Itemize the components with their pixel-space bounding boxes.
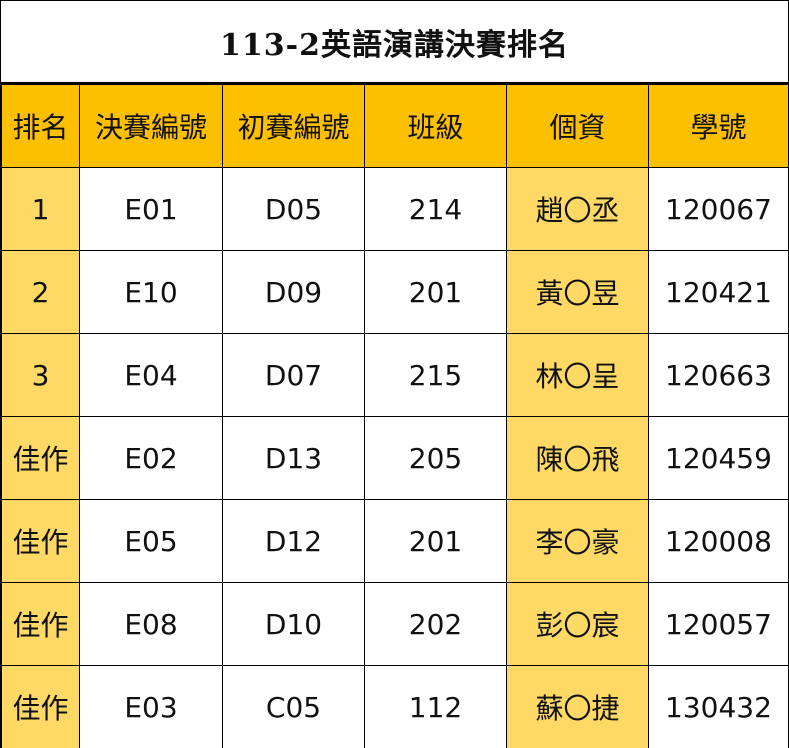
cell-rank: 佳作 bbox=[1, 499, 80, 583]
cell-student-id: 120663 bbox=[648, 333, 789, 417]
header-final-number: 決賽編號 bbox=[79, 84, 223, 168]
cell-rank: 佳作 bbox=[1, 416, 80, 500]
cell-rank: 2 bbox=[1, 250, 80, 334]
cell-class: 112 bbox=[364, 665, 507, 748]
cell-final-number: E08 bbox=[79, 582, 223, 666]
cell-final-number: E03 bbox=[79, 665, 223, 748]
cell-rank: 佳作 bbox=[1, 665, 80, 748]
cell-final-number: E05 bbox=[79, 499, 223, 583]
cell-prelim-number: D07 bbox=[222, 333, 365, 417]
table-row: 3 E04 D07 215 林〇呈 120663 bbox=[1, 333, 789, 417]
cell-name: 蘇〇捷 bbox=[506, 665, 649, 748]
cell-prelim-number: D12 bbox=[222, 499, 365, 583]
cell-prelim-number: C05 bbox=[222, 665, 365, 748]
cell-student-id: 120459 bbox=[648, 416, 789, 500]
cell-name: 黃〇昱 bbox=[506, 250, 649, 334]
cell-final-number: E02 bbox=[79, 416, 223, 500]
cell-class: 201 bbox=[364, 499, 507, 583]
cell-name: 李〇豪 bbox=[506, 499, 649, 583]
cell-student-id: 120057 bbox=[648, 582, 789, 666]
header-rank: 排名 bbox=[1, 84, 80, 168]
header-prelim-number: 初賽編號 bbox=[222, 84, 365, 168]
table-row: 佳作 E03 C05 112 蘇〇捷 130432 bbox=[1, 665, 789, 748]
cell-name: 陳〇飛 bbox=[506, 416, 649, 500]
header-student-id: 學號 bbox=[648, 84, 789, 168]
cell-rank: 1 bbox=[1, 167, 80, 251]
cell-prelim-number: D13 bbox=[222, 416, 365, 500]
cell-prelim-number: D05 bbox=[222, 167, 365, 251]
table-row: 佳作 E05 D12 201 李〇豪 120008 bbox=[1, 499, 789, 583]
cell-final-number: E04 bbox=[79, 333, 223, 417]
cell-student-id: 130432 bbox=[648, 665, 789, 748]
cell-final-number: E01 bbox=[79, 167, 223, 251]
header-personal-info: 個資 bbox=[506, 84, 649, 168]
cell-name: 林〇呈 bbox=[506, 333, 649, 417]
cell-class: 205 bbox=[364, 416, 507, 500]
cell-final-number: E10 bbox=[79, 250, 223, 334]
header-row: 排名 決賽編號 初賽編號 班級 個資 學號 bbox=[1, 84, 789, 168]
cell-name: 趙〇丞 bbox=[506, 167, 649, 251]
cell-prelim-number: D09 bbox=[222, 250, 365, 334]
cell-class: 202 bbox=[364, 582, 507, 666]
cell-class: 201 bbox=[364, 250, 507, 334]
cell-student-id: 120421 bbox=[648, 250, 789, 334]
cell-student-id: 120067 bbox=[648, 167, 789, 251]
cell-class: 214 bbox=[364, 167, 507, 251]
cell-student-id: 120008 bbox=[648, 499, 789, 583]
page-title: 113-2英語演講決賽排名 bbox=[1, 1, 788, 84]
header-class: 班級 bbox=[364, 84, 507, 168]
cell-rank: 佳作 bbox=[1, 582, 80, 666]
cell-rank: 3 bbox=[1, 333, 80, 417]
table-row: 2 E10 D09 201 黃〇昱 120421 bbox=[1, 250, 789, 334]
table-row: 佳作 E08 D10 202 彭〇宸 120057 bbox=[1, 582, 789, 666]
cell-name: 彭〇宸 bbox=[506, 582, 649, 666]
table-row: 佳作 E02 D13 205 陳〇飛 120459 bbox=[1, 416, 789, 500]
cell-class: 215 bbox=[364, 333, 507, 417]
table-row: 1 E01 D05 214 趙〇丞 120067 bbox=[1, 167, 789, 251]
cell-prelim-number: D10 bbox=[222, 582, 365, 666]
results-table: 排名 決賽編號 初賽編號 班級 個資 學號 1 E01 D05 214 趙〇丞 … bbox=[1, 84, 789, 748]
